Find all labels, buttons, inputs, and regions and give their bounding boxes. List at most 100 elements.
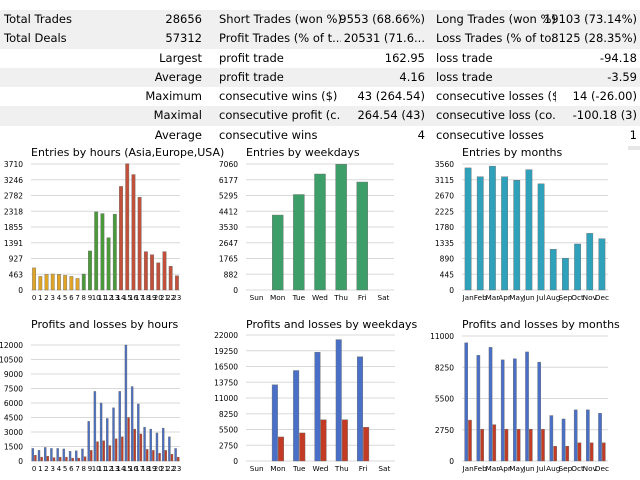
y-tick-label: 4412 [219, 207, 238, 216]
x-tick-label: 0 [32, 465, 36, 473]
bar [125, 163, 130, 291]
y-tick-label: 882 [224, 270, 239, 279]
bar [75, 278, 80, 291]
stats-value: 1 [629, 127, 637, 142]
x-tick-label: Nov [583, 464, 598, 473]
stats-label: consecutive wins [219, 127, 318, 142]
x-tick-label: Tue [292, 293, 306, 302]
stats-value: 4.16 [399, 69, 425, 84]
x-tick-label: Fri [359, 464, 368, 473]
bar [44, 274, 49, 291]
x-tick-label: 20 [154, 294, 163, 302]
bar [335, 163, 347, 291]
loss-bar [102, 440, 105, 462]
stats-label: consecutive losses [436, 127, 544, 142]
stats-value: 162.95 [384, 50, 425, 65]
y-tick-label: 0 [449, 457, 454, 466]
profit-bar [31, 448, 35, 462]
profit-bar [598, 413, 602, 462]
bar [562, 257, 569, 291]
y-tick-label: 7060 [219, 160, 238, 169]
stats-value: 264.54 (43) [357, 108, 425, 123]
stats-value: 9553 (68.66%) [339, 12, 425, 26]
scrollbar-stub[interactable] [628, 146, 640, 150]
stats-row-average: Average profit trade 4.16 loss trade -3.… [0, 67, 640, 88]
loss-bar [363, 427, 370, 462]
x-tick-label: May [509, 464, 525, 473]
x-tick-label: Sat [378, 464, 390, 473]
y-tick-label: 7500 [4, 385, 23, 394]
x-tick-label: 17 [135, 465, 144, 473]
profit-bar [537, 361, 541, 462]
loss-bar [176, 456, 180, 462]
x-tick-label: 16 [129, 294, 138, 302]
y-tick-label: 8250 [219, 410, 238, 419]
loss-bar [139, 433, 143, 462]
stats-value: 57312 [165, 31, 202, 46]
stats-label: consecutive profit (c... [219, 108, 341, 123]
profit-bar [62, 448, 66, 462]
bar [162, 251, 167, 291]
x-tick-label: 10 [92, 465, 101, 473]
stats-row-maximal: Maximal consecutive profit (c... 264.54 … [0, 106, 640, 126]
y-tick-label: 5295 [219, 192, 238, 201]
x-tick-label: 0 [32, 294, 36, 302]
stats-value: 14 (-26.00) [572, 89, 637, 104]
loss-bar [83, 456, 87, 462]
profit-bar [130, 386, 134, 462]
bar [174, 275, 179, 291]
bar [131, 174, 136, 291]
x-tick-label: Nov [583, 293, 598, 302]
bar [293, 194, 305, 291]
stats-label: profit trade [219, 69, 284, 84]
profit-bar [293, 370, 300, 462]
x-tick-label: 2 [44, 294, 48, 302]
y-tick-label: 0 [233, 457, 238, 466]
x-tick-label: 22 [166, 465, 175, 473]
loss-bar [492, 424, 497, 462]
x-tick-label: 6 [69, 465, 74, 473]
profit-bar [44, 447, 47, 462]
bar [272, 214, 284, 291]
profits-losses-by-weekdays-chart: 0 2750 5500 8250 11000 13750 16500 19250 22000 Su… [214, 331, 395, 473]
loss-bar [133, 428, 136, 462]
x-tick-label: 7 [75, 294, 79, 302]
loss-bar [145, 449, 149, 462]
x-tick-label: 4 [57, 465, 62, 473]
y-tick-label: 927 [9, 255, 24, 264]
x-tick-label: 19 [148, 294, 157, 302]
y-tick-label: 445 [440, 270, 455, 279]
y-tick-label: 3530 [219, 223, 238, 232]
bar [150, 254, 154, 291]
stats-value: 8125 (28.35%) [551, 31, 637, 46]
x-tick-label: 21 [160, 294, 169, 302]
y-tick-label: 3000 [4, 428, 23, 437]
y-tick-label: 0 [18, 457, 23, 466]
profit-bar [155, 432, 159, 462]
x-tick-label: Mar [486, 293, 500, 302]
entries-by-months-chart: 0 445 890 1335 1780 2225 2670 3115 3560 Jan FebMar… [435, 160, 609, 302]
x-tick-label: 7 [75, 465, 79, 473]
bar [50, 273, 55, 291]
bar [88, 250, 92, 291]
y-tick-label: 2647 [219, 239, 238, 248]
x-tick-label: 19 [148, 465, 157, 473]
stats-label: Largest [159, 50, 202, 65]
stats-label: consecutive wins ($) [219, 89, 338, 104]
profit-bar [87, 421, 90, 462]
loss-bar [299, 432, 306, 462]
profit-bar [464, 342, 468, 462]
bar [525, 169, 533, 291]
stats-row-largest: Largest profit trade 162.95 loss trade -… [0, 49, 640, 68]
loss-bar [565, 446, 570, 462]
profit-bar [75, 450, 78, 462]
panel-entries-by-months: Entries by months 0 445 890 1335 1780 2225 267… [427, 146, 640, 306]
profit-bar [56, 448, 59, 462]
x-tick-label: May [509, 293, 525, 302]
stats-value: 20531 (71.6... [343, 31, 425, 46]
x-tick-label: 18 [141, 294, 150, 302]
loss-bar [468, 419, 472, 462]
stats-row-total-trades: Total Trades 28656 Short Trades (won %) … [0, 10, 640, 30]
profit-bar [335, 339, 342, 462]
x-tick-label: 1 [38, 465, 42, 473]
